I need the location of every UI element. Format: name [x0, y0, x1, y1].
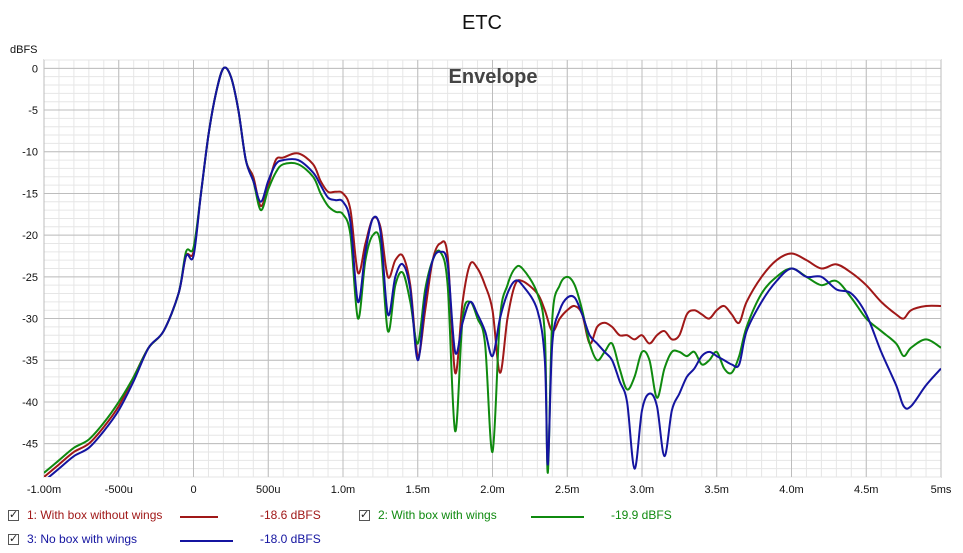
series-2-legend-swatch [531, 516, 584, 518]
x-tick-label: 2.5m [555, 484, 579, 496]
series-3-legend-label: 3: No box with wings [27, 532, 138, 546]
x-tick-label: -500u [105, 484, 133, 496]
x-tick-label: -1.00m [27, 484, 61, 496]
x-tick-label: 500u [256, 484, 280, 496]
y-tick-label: 0 [32, 63, 38, 75]
x-tick-label: 1.0m [331, 484, 355, 496]
series-3-legend-swatch [180, 540, 233, 542]
series-lines [44, 66, 941, 477]
series-1-checkbox[interactable] [8, 508, 19, 521]
y-tick-label: -45 [22, 439, 38, 451]
x-axis-tick-labels: -1.00m -500u 0 500u 1.0m 1.5m 2.0m 2.5m 3.0m 3.5m… [27, 484, 952, 496]
series-1-legend-label: 1: With box without wings [27, 508, 163, 522]
y-tick-label: -20 [22, 230, 38, 242]
x-tick-label: 3.5m [705, 484, 729, 496]
y-axis-label: dBFS [10, 44, 38, 56]
y-tick-label: -15 [22, 188, 38, 200]
y-tick-label: -25 [22, 272, 38, 284]
x-tick-label: 0 [190, 484, 196, 496]
x-tick-label: 1.5m [406, 484, 430, 496]
series-3-legend-value: -18.0 dBFS [260, 532, 321, 546]
x-tick-label: 5ms [931, 484, 952, 496]
series-1-legend-value: -18.6 dBFS [260, 508, 321, 522]
x-tick-label: 4.0m [779, 484, 803, 496]
y-tick-label: -5 [28, 105, 38, 117]
x-tick-label: 4.5m [854, 484, 878, 496]
y-tick-label: -10 [22, 147, 38, 159]
series-2-checkbox[interactable] [359, 508, 370, 521]
y-tick-label: -35 [22, 355, 38, 367]
series-2-legend-value: -19.9 dBFS [611, 508, 672, 522]
series-3-line [47, 66, 941, 477]
y-tick-label: -40 [22, 397, 38, 409]
series-2-legend-label: 2: With box with wings [378, 508, 497, 522]
y-tick-label: -30 [22, 314, 38, 326]
y-axis-tick-labels: 0 -5 -10 -15 -20 -25 -30 -35 -40 -45 [22, 63, 38, 450]
series-1-legend-swatch [180, 516, 218, 518]
x-tick-label: 3.0m [630, 484, 654, 496]
major-grid [43, 60, 942, 477]
chart-annotation: Envelope [449, 66, 538, 88]
series-3-checkbox[interactable] [8, 532, 19, 545]
chart-title: ETC [462, 12, 502, 34]
x-tick-label: 2.0m [480, 484, 504, 496]
